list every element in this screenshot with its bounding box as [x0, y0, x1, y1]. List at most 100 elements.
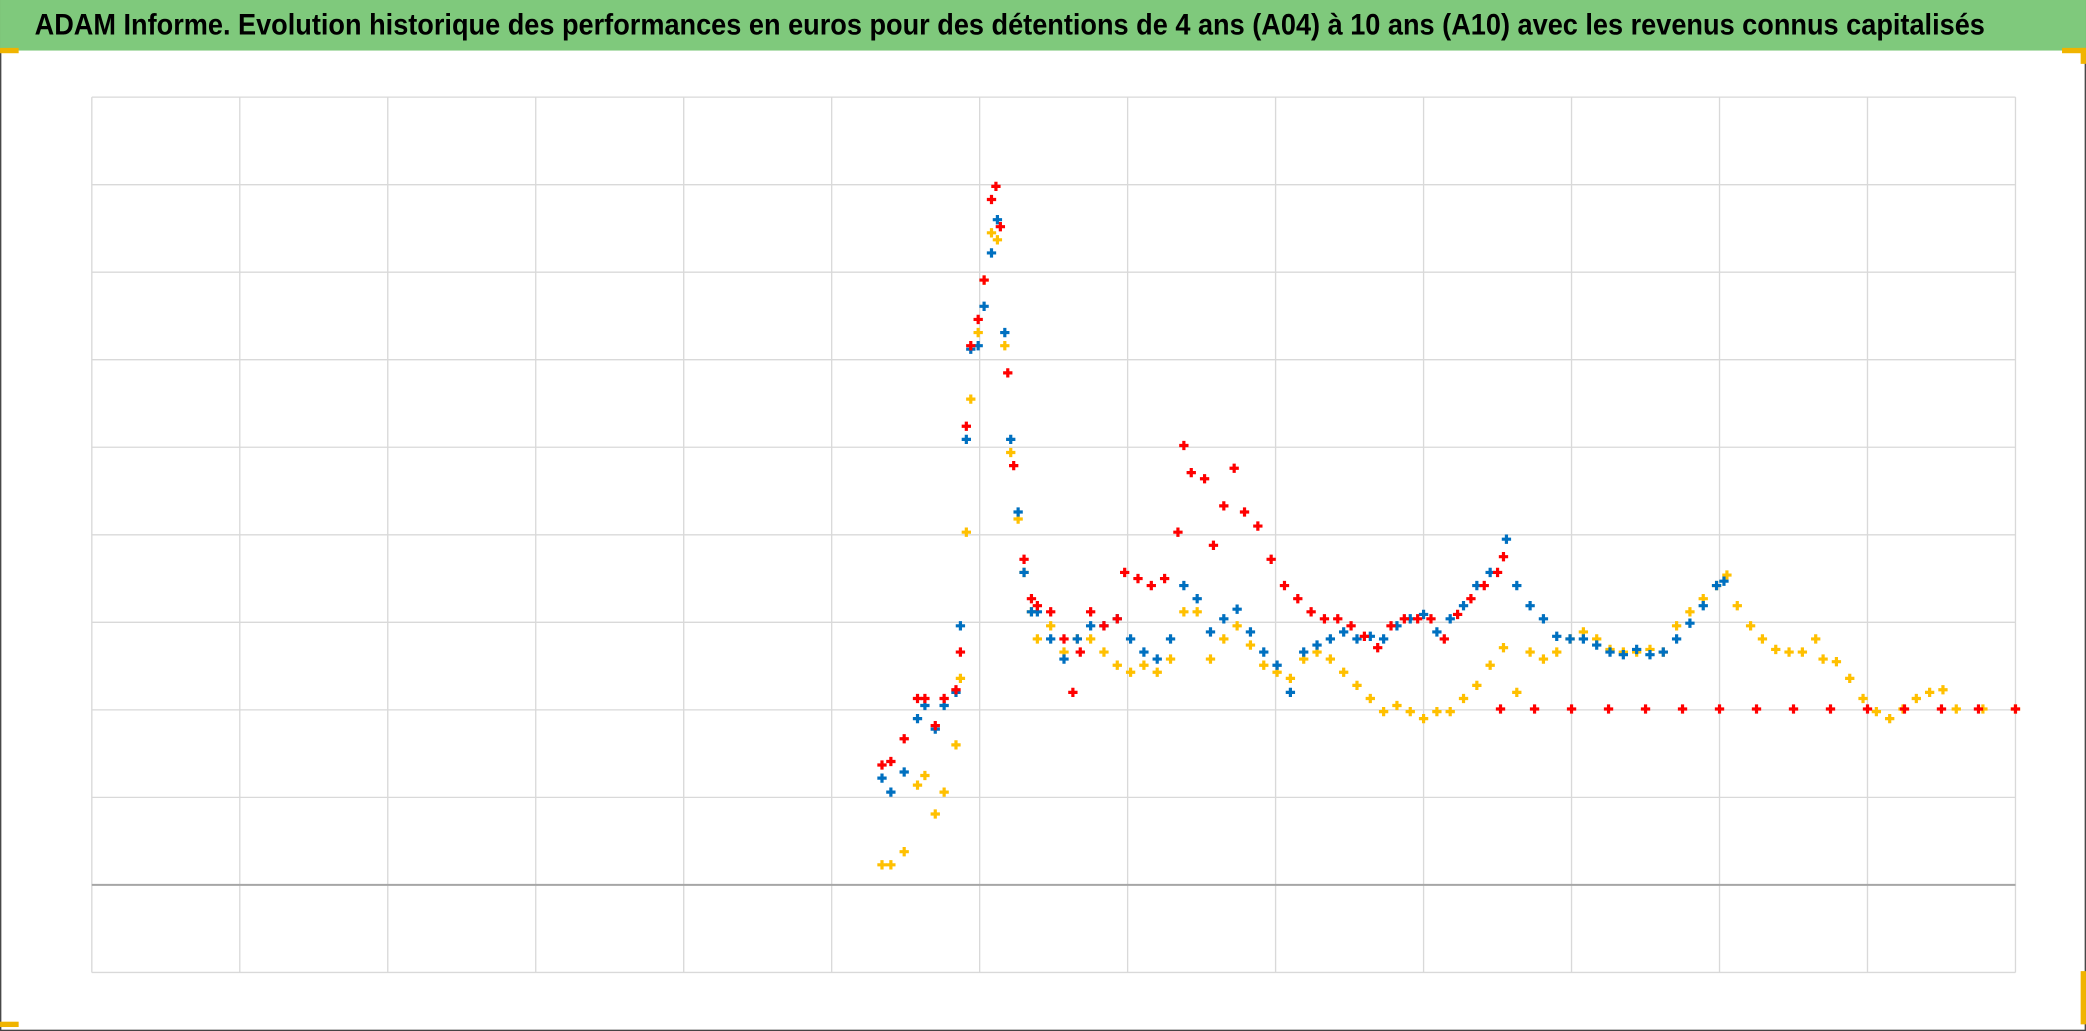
data-point	[1000, 341, 1010, 351]
data-point	[1566, 704, 1577, 714]
data-point	[1592, 640, 1602, 650]
data-point	[930, 809, 940, 819]
data-point	[1285, 673, 1296, 684]
data-point	[1179, 440, 1189, 451]
data-point	[1208, 540, 1219, 550]
data-point	[886, 756, 896, 767]
data-point	[877, 860, 887, 870]
data-point	[1099, 647, 1109, 657]
data-point	[899, 734, 909, 744]
data-point	[1485, 660, 1495, 670]
data-point	[1253, 521, 1263, 531]
data-point	[1495, 704, 1506, 714]
data-point	[1677, 704, 1688, 714]
data-point	[1797, 647, 1808, 657]
data-point	[1525, 601, 1535, 611]
data-point	[1671, 634, 1682, 644]
data-point	[1640, 704, 1651, 714]
data-point	[1279, 580, 1290, 591]
data-point	[1186, 467, 1196, 478]
data-point	[1165, 634, 1176, 644]
data-point	[1432, 627, 1442, 637]
data-point	[1632, 644, 1642, 655]
data-point	[1498, 552, 1509, 562]
data-point	[1512, 580, 1522, 591]
data-point	[1578, 634, 1589, 644]
data-point	[1811, 634, 1821, 644]
data-point	[992, 215, 1003, 225]
data-point	[1845, 673, 1855, 684]
data-point	[1825, 704, 1836, 714]
data-point	[1009, 460, 1019, 471]
data-point	[886, 787, 896, 797]
data-point	[1299, 647, 1309, 657]
data-point	[1885, 713, 1895, 724]
data-point	[955, 621, 966, 631]
data-point	[1205, 627, 1216, 637]
data-point	[1445, 614, 1455, 624]
data-point	[1658, 647, 1668, 657]
data-point	[1413, 614, 1423, 624]
data-point	[1603, 704, 1614, 714]
data-point	[1085, 621, 1096, 631]
data-point	[1152, 667, 1162, 677]
data-point	[979, 301, 989, 311]
data-point	[1784, 647, 1794, 657]
data-point	[1565, 634, 1575, 644]
data-point	[1378, 706, 1389, 717]
data-point	[1719, 576, 1729, 586]
data-point	[1312, 640, 1322, 650]
data-point	[1618, 650, 1628, 660]
data-point	[899, 847, 909, 857]
data-point	[1352, 680, 1362, 691]
data-point	[1698, 601, 1708, 611]
data-point	[1285, 687, 1296, 698]
data-point	[930, 720, 940, 731]
data-point	[1685, 618, 1695, 628]
data-point	[1032, 634, 1043, 644]
data-point	[1139, 660, 1149, 670]
data-point	[1936, 704, 1947, 714]
data-point	[1333, 614, 1343, 624]
data-point	[1771, 644, 1781, 655]
data-point	[1165, 654, 1176, 664]
data-point	[1751, 704, 1762, 714]
data-point	[1378, 634, 1389, 644]
data-point	[1325, 654, 1336, 664]
data-point	[1538, 654, 1549, 664]
data-point	[920, 770, 930, 781]
data-point	[1059, 634, 1069, 644]
data-point	[1272, 660, 1282, 670]
data-point	[1973, 704, 1984, 714]
data-point	[1399, 614, 1409, 624]
data-point	[1325, 634, 1336, 644]
data-point	[1232, 621, 1242, 631]
data-point	[1259, 660, 1269, 670]
data-point	[1512, 687, 1522, 698]
data-point	[1466, 594, 1476, 604]
data-point	[886, 860, 896, 870]
data-point	[1306, 607, 1316, 617]
data-point	[1439, 634, 1449, 644]
data-point	[1219, 501, 1229, 511]
data-point	[1219, 614, 1229, 624]
data-point	[955, 673, 966, 684]
data-point	[951, 685, 961, 695]
data-point	[966, 394, 976, 404]
data-point	[1146, 580, 1156, 591]
data-point	[1445, 706, 1455, 717]
data-point	[1757, 634, 1768, 644]
data-point	[1072, 634, 1082, 644]
data-point	[951, 740, 961, 750]
data-point	[1019, 554, 1029, 564]
data-point	[973, 327, 983, 338]
data-point	[920, 693, 930, 704]
data-point	[1112, 614, 1122, 624]
data-point	[1352, 634, 1362, 644]
data-point	[1373, 643, 1383, 653]
data-point	[1732, 601, 1742, 611]
data-point	[1125, 667, 1136, 677]
data-point	[2010, 704, 2021, 714]
